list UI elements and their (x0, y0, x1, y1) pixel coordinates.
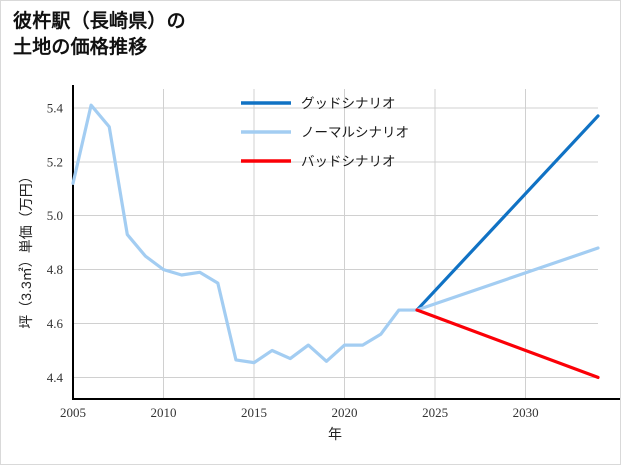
y-axis-tick-labels: 4.4 4.6 4.8 5.0 5.2 5.4 (47, 100, 64, 385)
series-line-bad (415, 308, 600, 380)
y-tick-label: 4.4 (47, 370, 64, 385)
legend-label: ノーマルシナリオ (301, 125, 409, 140)
y-axis-title: 坪（3.3㎡）単価（万円） (18, 169, 34, 328)
x-tick-label: 2010 (151, 405, 177, 420)
legend-label: グッドシナリオ (301, 96, 396, 111)
x-tick-label: 2020 (332, 405, 358, 420)
x-tick-label: 2030 (513, 405, 539, 420)
x-tick-label: 2025 (422, 405, 448, 420)
axis-spines-group (71, 85, 620, 401)
series-line-normal (71, 103, 600, 365)
legend-label: バッドシナリオ (301, 154, 396, 169)
page-title: 彼杵駅（長崎県）の 土地の価格推移 (13, 11, 186, 59)
x-tick-label: 2015 (241, 405, 267, 420)
series-line-good (415, 114, 600, 312)
y-tick-label: 5.0 (47, 208, 63, 223)
y-tick-label: 5.4 (47, 100, 64, 115)
y-tick-label: 5.2 (47, 154, 63, 169)
y-tick-label: 4.8 (47, 262, 63, 277)
data-series-group (71, 103, 600, 380)
y-tick-label: 4.6 (47, 316, 64, 331)
x-tick-label: 2005 (60, 405, 86, 420)
x-axis-tick-labels: 2005 2010 2015 2020 2025 2030 (60, 405, 539, 420)
x-axis-title: 年 (328, 426, 342, 442)
